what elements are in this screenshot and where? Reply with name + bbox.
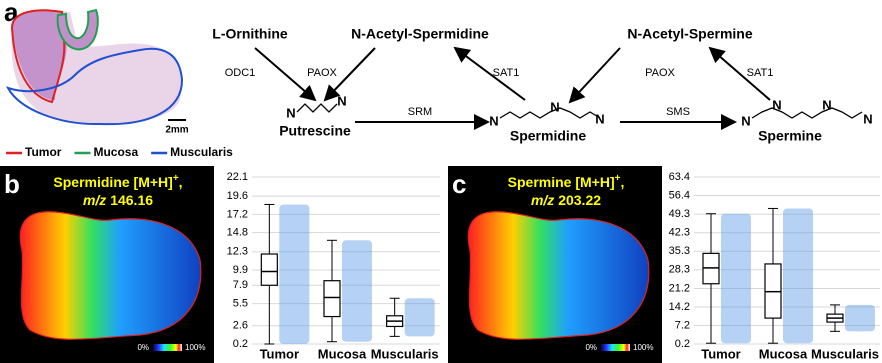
compound: Putrescine [279, 123, 351, 139]
title-text: Spermine [M+H] [508, 174, 615, 190]
legend-label: Mucosa [93, 145, 138, 159]
y-tick-label: 14.2 [669, 301, 690, 313]
title-end: , [620, 174, 624, 190]
legend-label: Muscularis [170, 145, 233, 159]
box [323, 280, 341, 318]
colorbar-label: 100% [633, 343, 653, 352]
enzyme: ODC1 [225, 67, 256, 79]
point-cloud [721, 213, 751, 344]
scale-bar: 2mm [165, 125, 188, 136]
title-charge: + [173, 173, 179, 184]
enzyme: SRM [408, 106, 432, 118]
panel-letter: b [4, 169, 20, 199]
y-tick-label: 0.2 [675, 338, 690, 350]
y-tick-label: 12.3 [227, 246, 248, 258]
atom: N [772, 97, 781, 112]
y-tick-label: 0.2 [233, 338, 248, 350]
panel-letter: c [452, 169, 466, 199]
colorbar-label: 100% [185, 343, 205, 352]
compound: N-Acetyl-Spermine [627, 26, 752, 42]
heatmap-title: Spermidine [M+H]+, [53, 173, 182, 190]
atom: N [741, 113, 750, 128]
x-tick-label: Tumor [260, 346, 299, 361]
atom: N [863, 111, 872, 126]
point-cloud [845, 304, 875, 332]
y-tick-label: 14.8 [227, 227, 248, 239]
atom: N [286, 105, 295, 120]
enzyme: SAT1 [747, 67, 774, 79]
y-tick-label: 63.4 [669, 171, 690, 183]
heatmap [19, 211, 202, 340]
compound: Spermidine [510, 128, 586, 144]
heatmap-mz: m/z 146.16 [83, 192, 153, 208]
y-tick-label: 5.5 [233, 297, 248, 309]
y-tick-label: 9.9 [233, 264, 248, 276]
y-tick-label: 7.2 [675, 319, 690, 331]
histology [5, 8, 186, 126]
x-tick-label: Mucosa [759, 346, 808, 361]
legend-label: Tumor [25, 145, 62, 159]
y-tick-label: 2.6 [233, 320, 248, 332]
y-tick-label: 35.3 [669, 245, 690, 257]
heatmap [467, 211, 650, 340]
heatmap-mz: m/z 203.22 [531, 192, 601, 208]
y-tick-label: 42.3 [669, 227, 690, 239]
title-end: , [179, 174, 183, 190]
title-charge: + [615, 173, 621, 184]
atom: N [550, 99, 559, 114]
compound: Spermine [758, 128, 822, 144]
y-tick-label: 22.1 [227, 171, 248, 183]
x-tick-label: Tumor [701, 346, 740, 361]
mz-label: m/z [531, 192, 554, 208]
point-cloud [404, 298, 435, 337]
mz-label: m/z [83, 192, 106, 208]
enzyme: SAT1 [493, 67, 520, 79]
y-tick-label: 19.6 [227, 190, 248, 202]
x-tick-label: Muscularis [811, 346, 879, 361]
atom: N [337, 93, 346, 108]
y-tick-label: 17.2 [227, 208, 248, 220]
enzyme: SMS [666, 106, 690, 118]
mz-value: 203.22 [558, 192, 601, 208]
compound: N-Acetyl-Spermidine [351, 26, 489, 42]
mz-value: 146.16 [110, 192, 153, 208]
point-cloud [342, 240, 372, 342]
colorbar-label: 0% [585, 343, 597, 352]
compound: L-Ornithine [212, 26, 288, 42]
colorbar [152, 344, 182, 351]
arrows [254, 46, 863, 130]
x-tick-label: Muscularis [371, 346, 439, 361]
y-tick-label: 21.2 [669, 282, 690, 294]
atom: N [489, 113, 498, 128]
legend: Tumor Mucosa Muscularis [6, 145, 233, 159]
heatmap-title: Spermine [M+H]+, [508, 173, 625, 190]
enzyme: PAOX [307, 67, 337, 79]
colorbar-label: 0% [137, 343, 149, 352]
point-cloud [279, 204, 310, 344]
y-tick-label: 56.4 [669, 189, 690, 201]
point-cloud [783, 208, 813, 344]
colorbar [600, 344, 630, 351]
title-text: Spermidine [M+H] [53, 174, 172, 190]
x-tick-label: Mucosa [318, 346, 367, 361]
box [260, 253, 278, 286]
atom: N [595, 111, 604, 126]
y-tick-label: 28.3 [669, 264, 690, 276]
y-tick-label: 7.9 [233, 279, 248, 291]
y-tick-label: 49.3 [669, 208, 690, 220]
atom: N [822, 97, 831, 112]
enzyme: PAOX [645, 67, 675, 79]
